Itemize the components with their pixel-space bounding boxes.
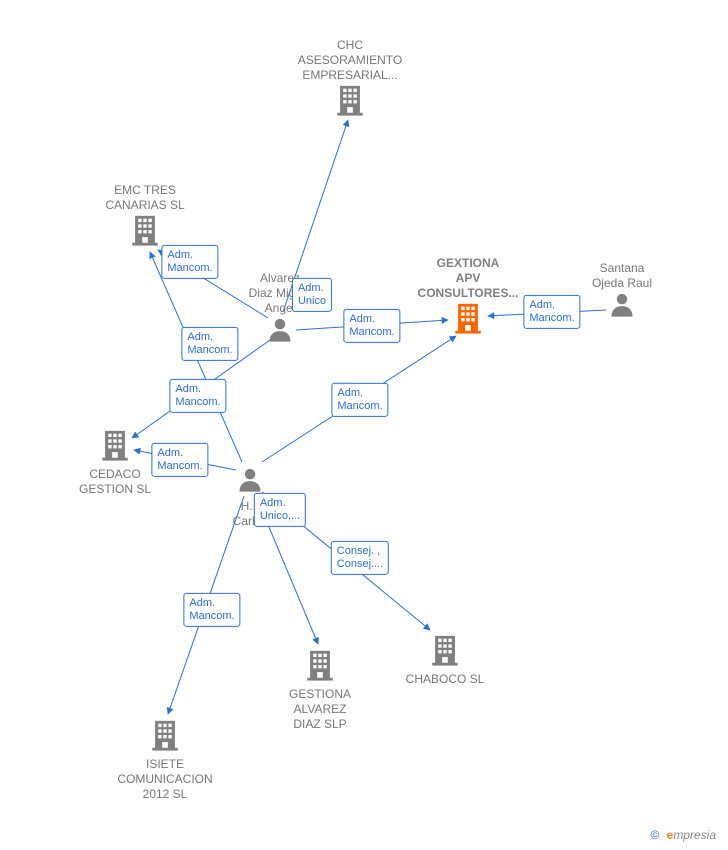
edge-label: Adm. Mancom. <box>161 245 218 279</box>
edge-label: Adm. Mancom. <box>181 327 238 361</box>
edge-label: Adm. Mancom. <box>183 593 240 627</box>
footer: © empresia <box>650 828 716 842</box>
edge-label: Consej. , Consej.... <box>331 541 389 575</box>
copyright-symbol: © <box>650 828 659 842</box>
edge-label: Adm. Mancom. <box>331 383 388 417</box>
edge-label: Adm. Mancom. <box>169 379 226 413</box>
edge-label: Adm. Unico,... <box>254 493 306 527</box>
edge-label: Adm. Mancom. <box>151 443 208 477</box>
edge-label: Adm. Mancom. <box>343 309 400 343</box>
brand-rest: mpresia <box>673 828 716 842</box>
network-canvas <box>0 0 728 850</box>
edge-label: Adm. Mancom. <box>523 295 580 329</box>
edge-label: Adm. Unico <box>292 278 332 312</box>
